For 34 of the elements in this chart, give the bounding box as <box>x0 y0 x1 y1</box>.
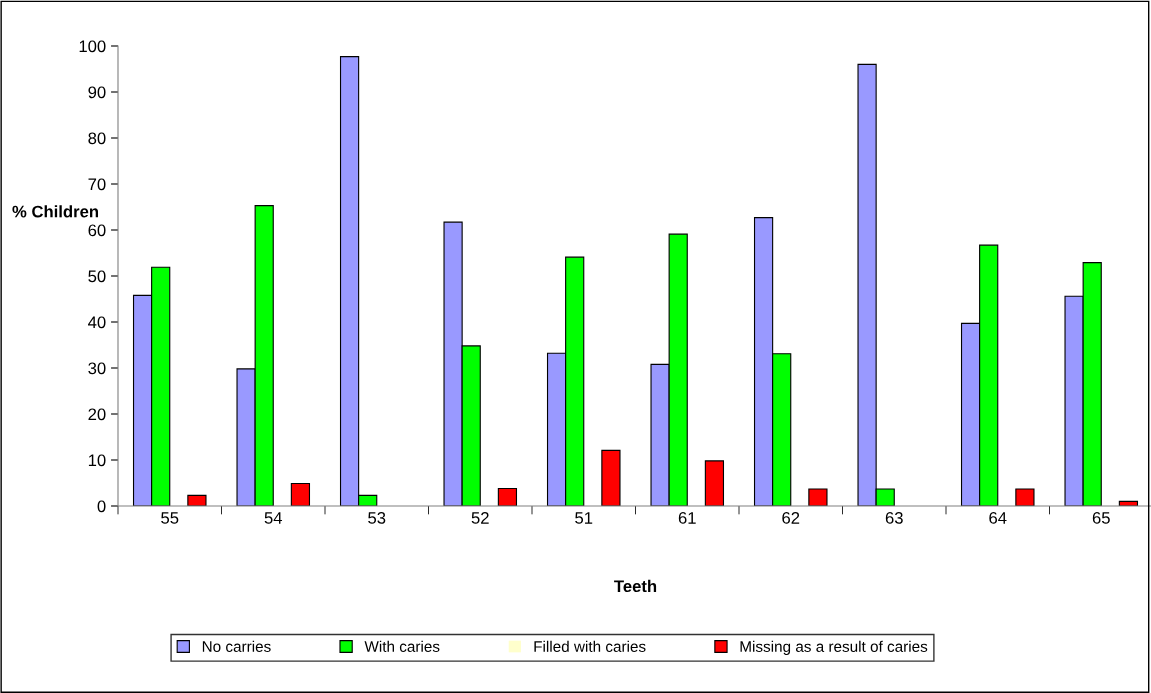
y-tick-label: 50 <box>88 270 106 283</box>
y-tick-label: 10 <box>88 454 106 467</box>
legend-label: With caries <box>364 640 440 652</box>
y-tick-label: 40 <box>88 316 106 329</box>
x-tick-label: 61 <box>678 512 696 524</box>
y-axis-title: % Children <box>12 205 99 218</box>
x-tick-label: 55 <box>161 512 179 524</box>
legend-label: No carries <box>202 640 271 652</box>
bar <box>187 494 207 506</box>
y-tick-label: 70 <box>88 178 106 191</box>
y-tick-label: 100 <box>79 40 106 53</box>
bar <box>704 460 725 506</box>
x-tick-label: 62 <box>782 512 800 524</box>
y-tick-label: 90 <box>88 86 106 99</box>
bar <box>497 487 518 506</box>
y-tick-label: 0 <box>97 500 106 513</box>
y-tick-label: 30 <box>88 362 106 375</box>
x-tick-label: 63 <box>885 512 903 524</box>
x-tick-label: 54 <box>264 512 283 524</box>
x-tick-label: 53 <box>368 512 386 524</box>
x-axis-title: Teeth <box>614 579 657 593</box>
x-tick-label: 52 <box>471 512 489 524</box>
bar <box>601 449 621 506</box>
y-tick-label: 60 <box>88 224 106 237</box>
x-tick-label: 64 <box>989 512 1007 524</box>
bar <box>808 488 828 506</box>
x-tick-label: 65 <box>1092 512 1110 524</box>
bar <box>1015 488 1035 506</box>
y-tick-label: 80 <box>88 132 106 145</box>
bar <box>290 482 311 506</box>
legend-label: Filled with caries <box>534 640 646 652</box>
x-tick-label: 51 <box>575 512 593 524</box>
y-tick-label: 20 <box>88 408 106 421</box>
legend-label: Missing as a result of caries <box>740 640 928 655</box>
